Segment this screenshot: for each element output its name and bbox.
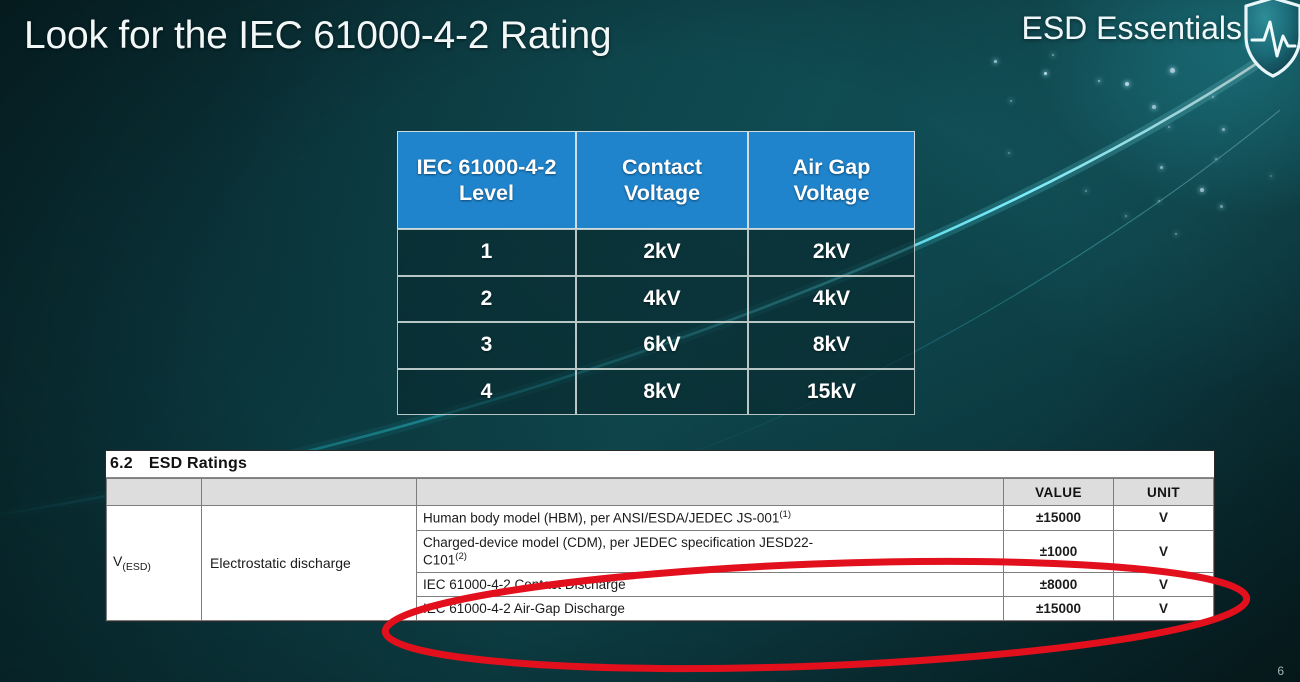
ds-column-header-unit: UNIT bbox=[1113, 478, 1214, 506]
particle bbox=[1125, 82, 1129, 86]
column-header-contact-voltage: Contact Voltage bbox=[576, 131, 748, 229]
particle bbox=[1152, 105, 1156, 109]
table-row: 2 4kV 4kV bbox=[397, 275, 915, 322]
symbol-letter: V bbox=[113, 553, 123, 570]
cell-level: 3 bbox=[397, 322, 576, 369]
footnote-marker: (1) bbox=[779, 509, 792, 520]
section-title: ESD Ratings bbox=[148, 455, 248, 472]
cell-airgap: 15kV bbox=[748, 368, 915, 415]
header-line-1: Air Gap bbox=[792, 154, 871, 179]
condition-text: Charged-device model (CDM), per JEDEC sp… bbox=[423, 534, 814, 550]
datasheet-excerpt: 6.2 ESD Ratings VALUE UNIT V(ESD) Electro… bbox=[105, 450, 1215, 623]
cell-unit: V bbox=[1113, 529, 1214, 573]
cell-contact: 4kV bbox=[576, 275, 748, 322]
particle bbox=[1052, 54, 1054, 56]
brand-label: ESD Essentials bbox=[1021, 10, 1242, 46]
cell-unit: V bbox=[1113, 596, 1214, 622]
page-number: 6 bbox=[1277, 664, 1284, 678]
section-number: 6.2 bbox=[110, 455, 133, 472]
header-line-2: Voltage bbox=[793, 181, 870, 205]
condition-text-line2: C101 bbox=[423, 552, 456, 568]
table-row: V(ESD) Electrostatic discharge Human bod… bbox=[106, 504, 1214, 622]
cell-level: 4 bbox=[397, 368, 576, 415]
particle bbox=[1212, 96, 1214, 98]
cell-value: ±8000 bbox=[1003, 571, 1114, 598]
ds-column-header-value: VALUE bbox=[1003, 478, 1114, 506]
particle bbox=[1170, 68, 1175, 73]
cell-value: ±15000 bbox=[1003, 505, 1114, 531]
particle bbox=[1010, 100, 1012, 102]
footnote-marker: (2) bbox=[455, 551, 467, 563]
ds-blank-header-symbol bbox=[106, 478, 202, 506]
ds-blank-header-parameter bbox=[201, 478, 417, 506]
particle bbox=[1215, 158, 1217, 160]
particle bbox=[1044, 72, 1047, 75]
cell-level: 2 bbox=[397, 275, 576, 322]
cell-value: ±15000 bbox=[1003, 596, 1114, 622]
particle bbox=[1220, 205, 1223, 208]
cell-condition: Human body model (HBM), per ANSI/ESDA/JE… bbox=[416, 505, 1004, 531]
table-row: 1 2kV 2kV bbox=[397, 229, 915, 276]
column-header-level: IEC 61000-4-2 Level bbox=[397, 131, 576, 229]
cell-condition: IEC 61000-4-2 Contact Discharge bbox=[416, 571, 1004, 598]
condition-text: Human body model (HBM), per ANSI/ESDA/JE… bbox=[423, 510, 780, 526]
particle bbox=[994, 60, 997, 63]
table-row: 4 8kV 15kV bbox=[397, 368, 915, 415]
cell-unit: V bbox=[1113, 505, 1214, 531]
cell-condition: IEC 61000-4-2 Air-Gap Discharge bbox=[416, 596, 1004, 622]
cell-airgap: 8kV bbox=[748, 322, 915, 369]
particle bbox=[1160, 166, 1163, 169]
cell-value: ±1000 bbox=[1003, 529, 1114, 573]
shield-pulse-icon bbox=[1244, 0, 1300, 78]
ds-blank-header-condition bbox=[416, 478, 1004, 506]
table-header-row: IEC 61000-4-2 Level Contact Voltage Air … bbox=[397, 131, 915, 229]
particle bbox=[1008, 152, 1010, 154]
particle bbox=[1125, 215, 1127, 217]
header-line-2: Voltage bbox=[623, 181, 701, 205]
datasheet-section-heading: 6.2 ESD Ratings bbox=[106, 451, 1214, 478]
table-row: 3 6kV 8kV bbox=[397, 322, 915, 369]
cell-contact: 2kV bbox=[576, 229, 748, 276]
particle bbox=[1098, 80, 1100, 82]
symbol-subscript: (ESD) bbox=[122, 561, 151, 574]
column-header-air-gap-voltage: Air Gap Voltage bbox=[748, 131, 915, 229]
cell-contact: 8kV bbox=[576, 368, 748, 415]
particle bbox=[1175, 233, 1177, 235]
particle bbox=[1085, 190, 1087, 192]
header-line-1: Contact bbox=[621, 154, 703, 179]
particle bbox=[1168, 126, 1170, 128]
particle bbox=[1222, 128, 1225, 131]
page-title: Look for the IEC 61000-4-2 Rating bbox=[24, 14, 612, 57]
cell-symbol: V(ESD) bbox=[106, 504, 202, 622]
esd-ratings-table: VALUE UNIT V(ESD) Electrostatic discharg… bbox=[106, 478, 1214, 622]
particle bbox=[1270, 175, 1272, 177]
particle bbox=[1158, 200, 1160, 202]
particle bbox=[1200, 188, 1204, 192]
cell-level: 1 bbox=[397, 229, 576, 276]
cell-unit: V bbox=[1113, 571, 1214, 598]
cell-airgap: 4kV bbox=[748, 275, 915, 322]
cell-condition: Charged-device model (CDM), per JEDEC sp… bbox=[416, 529, 1004, 573]
iec-rating-table: IEC 61000-4-2 Level Contact Voltage Air … bbox=[397, 131, 915, 415]
cell-contact: 6kV bbox=[576, 322, 748, 369]
header-line-2: Level bbox=[459, 181, 514, 205]
header-line-1: IEC 61000-4-2 bbox=[416, 154, 557, 179]
ds-header-row: VALUE UNIT bbox=[106, 478, 1214, 506]
cell-parameter: Electrostatic discharge bbox=[201, 504, 417, 622]
cell-airgap: 2kV bbox=[748, 229, 915, 276]
